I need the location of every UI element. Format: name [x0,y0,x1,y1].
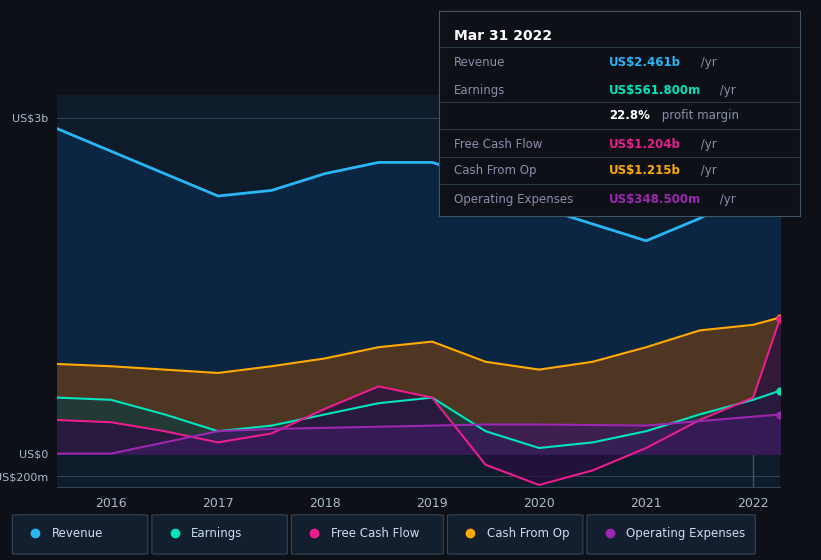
Text: /yr: /yr [697,164,717,177]
Text: Operating Expenses: Operating Expenses [626,527,745,540]
Text: US$1.204b: US$1.204b [609,138,681,151]
FancyBboxPatch shape [152,515,287,554]
FancyBboxPatch shape [447,515,583,554]
Text: Cash From Op: Cash From Op [487,527,569,540]
Text: Cash From Op: Cash From Op [454,164,536,177]
Text: profit margin: profit margin [658,109,739,122]
Text: /yr: /yr [697,138,717,151]
Text: /yr: /yr [716,85,736,97]
Text: Operating Expenses: Operating Expenses [454,193,573,206]
Text: /yr: /yr [716,193,736,206]
Text: Free Cash Flow: Free Cash Flow [454,138,542,151]
Text: Mar 31 2022: Mar 31 2022 [454,29,552,43]
Text: US$348.500m: US$348.500m [609,193,701,206]
FancyBboxPatch shape [291,515,443,554]
FancyBboxPatch shape [12,515,148,554]
Text: Earnings: Earnings [191,527,243,540]
Text: US$1.215b: US$1.215b [609,164,681,177]
FancyBboxPatch shape [587,515,755,554]
Text: US$561.800m: US$561.800m [609,85,701,97]
Text: /yr: /yr [697,56,717,69]
Text: Revenue: Revenue [52,527,103,540]
Text: US$2.461b: US$2.461b [609,56,681,69]
Text: 22.8%: 22.8% [609,109,650,122]
Text: Revenue: Revenue [454,56,505,69]
Text: Earnings: Earnings [454,85,505,97]
Text: Free Cash Flow: Free Cash Flow [331,527,420,540]
